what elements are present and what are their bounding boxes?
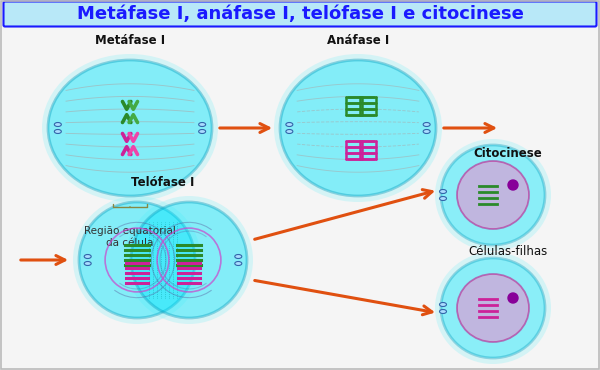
- Text: Anáfase I: Anáfase I: [327, 34, 389, 47]
- Text: Metáfase I: Metáfase I: [95, 34, 165, 47]
- Ellipse shape: [441, 258, 545, 358]
- Ellipse shape: [435, 252, 551, 364]
- Ellipse shape: [423, 122, 430, 127]
- Ellipse shape: [55, 122, 61, 127]
- Ellipse shape: [441, 145, 545, 245]
- Text: Região equatorial
da célula: Região equatorial da célula: [84, 226, 176, 248]
- Ellipse shape: [125, 196, 253, 324]
- Ellipse shape: [199, 122, 206, 127]
- Ellipse shape: [423, 130, 430, 134]
- Text: Citocinese: Citocinese: [473, 147, 542, 159]
- Ellipse shape: [439, 189, 446, 194]
- Ellipse shape: [457, 161, 529, 229]
- Ellipse shape: [131, 202, 247, 318]
- Text: Células-filhas: Células-filhas: [469, 245, 548, 258]
- Ellipse shape: [439, 196, 446, 201]
- Text: Metáfase I, anáfase I, telófase I e citocinese: Metáfase I, anáfase I, telófase I e cito…: [77, 5, 523, 23]
- Ellipse shape: [73, 196, 201, 324]
- FancyBboxPatch shape: [4, 1, 596, 27]
- Ellipse shape: [48, 60, 212, 196]
- Ellipse shape: [280, 60, 436, 196]
- Circle shape: [508, 293, 518, 303]
- Ellipse shape: [235, 255, 242, 259]
- Ellipse shape: [274, 54, 442, 202]
- Circle shape: [508, 180, 518, 190]
- Ellipse shape: [439, 309, 446, 313]
- Ellipse shape: [84, 262, 91, 266]
- Ellipse shape: [235, 262, 242, 266]
- Ellipse shape: [457, 274, 529, 342]
- Text: Telófase I: Telófase I: [131, 175, 194, 188]
- Ellipse shape: [42, 54, 218, 202]
- Ellipse shape: [286, 122, 293, 127]
- Ellipse shape: [79, 202, 195, 318]
- Ellipse shape: [84, 255, 91, 259]
- Ellipse shape: [439, 303, 446, 306]
- Ellipse shape: [199, 130, 206, 134]
- Ellipse shape: [435, 139, 551, 251]
- Ellipse shape: [286, 130, 293, 134]
- Ellipse shape: [55, 130, 61, 134]
